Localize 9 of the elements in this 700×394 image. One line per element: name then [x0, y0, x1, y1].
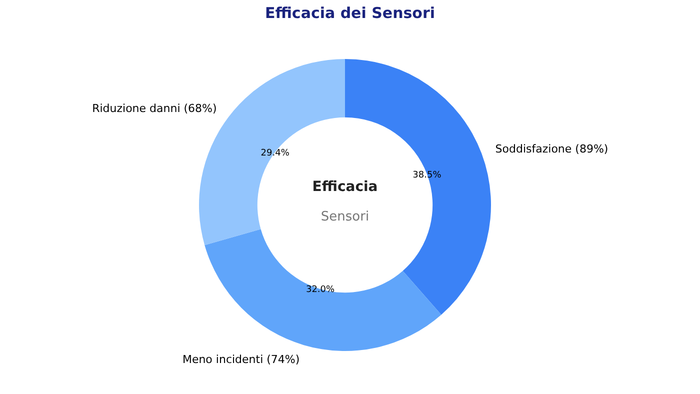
text: Efficacia	[312, 178, 378, 195]
slice-label: Riduzione danni (68%)	[92, 102, 217, 116]
data-label: 29.4%	[260, 148, 290, 158]
text: Sensori	[320, 210, 370, 225]
slice-label: Soddisfazione (89%)	[495, 142, 608, 156]
chart-title: Efficacia dei Sensori	[264, 4, 436, 22]
data-label: 32.0%	[306, 285, 336, 296]
slice-label: Meno incidenti (74%)	[182, 352, 300, 366]
donut-slice	[204, 229, 442, 351]
